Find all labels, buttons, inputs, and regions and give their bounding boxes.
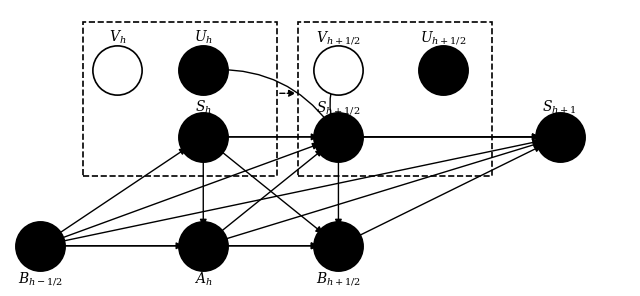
FancyArrowPatch shape xyxy=(218,70,329,124)
Point xyxy=(35,243,45,248)
Text: $A_h$: $A_h$ xyxy=(194,270,212,288)
Text: $B_{h+1/2}$: $B_{h+1/2}$ xyxy=(316,270,361,287)
Text: $U_{h+1/2}$: $U_{h+1/2}$ xyxy=(420,29,466,46)
Text: $V_{h+1/2}$: $V_{h+1/2}$ xyxy=(316,29,361,46)
Point xyxy=(333,68,344,73)
Point xyxy=(333,134,344,139)
Bar xyxy=(298,22,492,176)
Point xyxy=(333,243,344,248)
Bar xyxy=(83,22,277,176)
FancyArrowPatch shape xyxy=(328,83,333,122)
Text: $U_h$: $U_h$ xyxy=(194,28,213,46)
Point xyxy=(198,243,209,248)
Text: $B_{h-1/2}$: $B_{h-1/2}$ xyxy=(18,270,63,287)
Text: $S_{h+1/2}$: $S_{h+1/2}$ xyxy=(316,99,360,116)
Point xyxy=(198,68,209,73)
Text: $S_h$: $S_h$ xyxy=(195,99,212,116)
Point xyxy=(198,134,209,139)
Text: $V_h$: $V_h$ xyxy=(109,28,126,46)
Point xyxy=(112,68,122,73)
Point xyxy=(438,68,448,73)
Point xyxy=(554,134,564,139)
Text: $S_{h+1}$: $S_{h+1}$ xyxy=(542,99,577,116)
